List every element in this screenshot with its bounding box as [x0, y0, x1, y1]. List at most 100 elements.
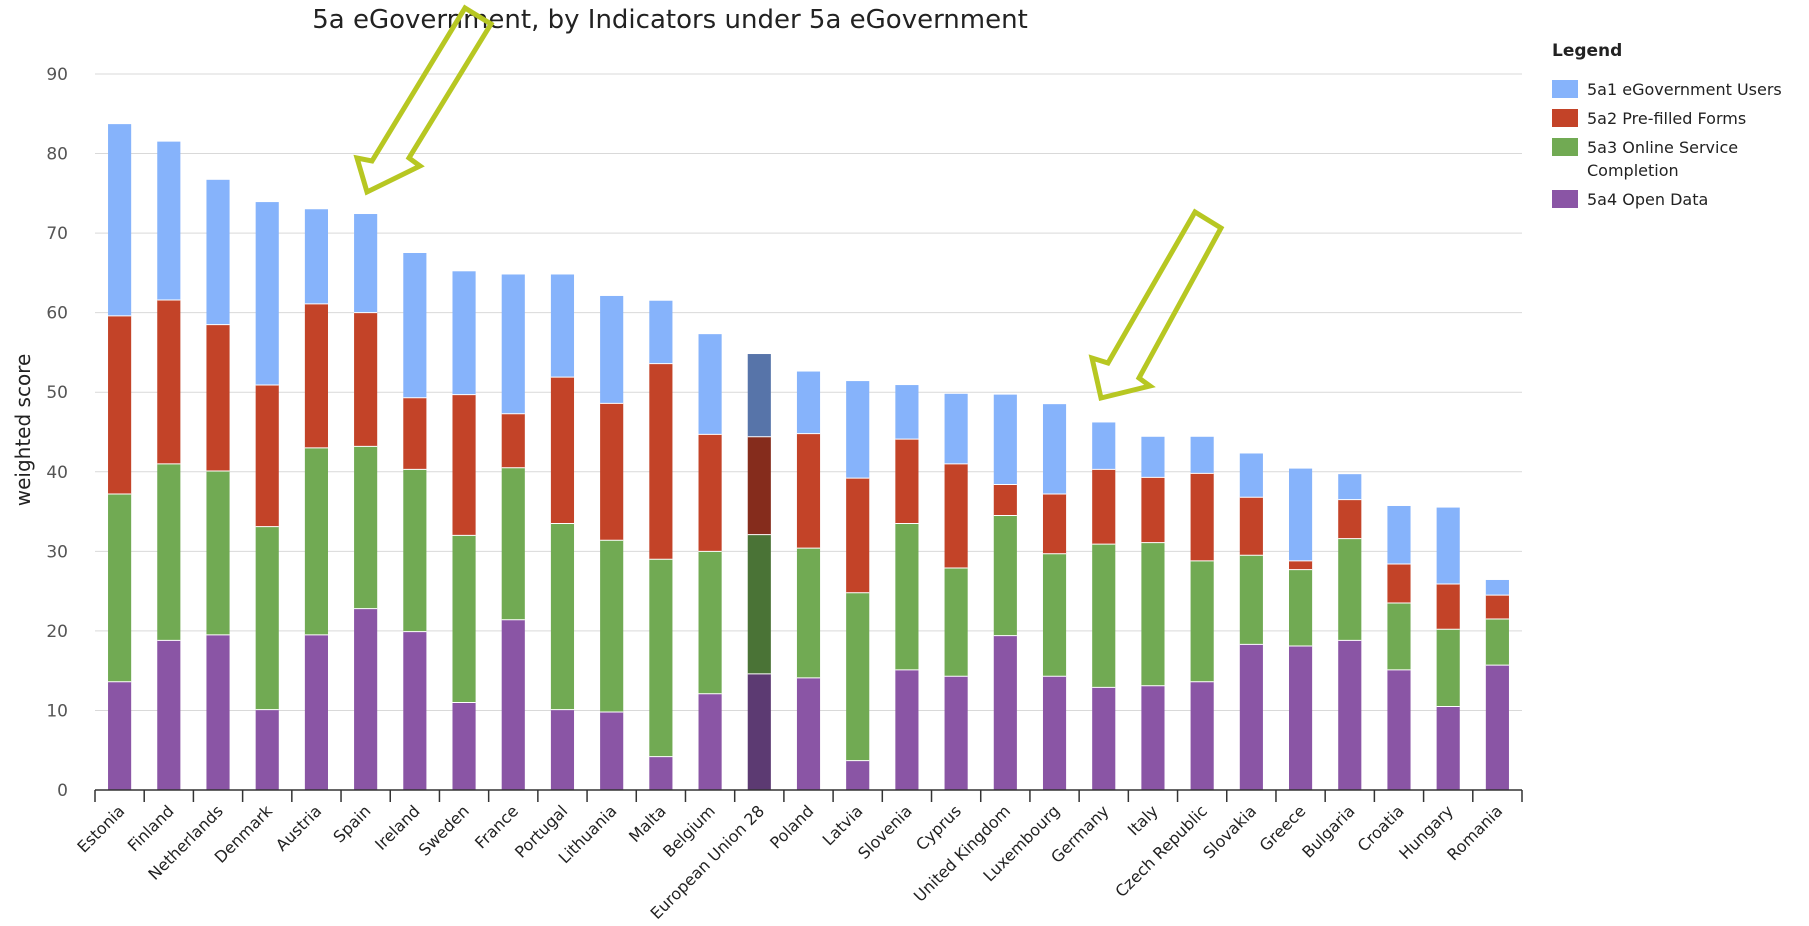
bar-segment: [1436, 583, 1460, 630]
bar-stack: [206, 179, 230, 790]
bar-segment: [108, 494, 132, 682]
y-tick-label: 20: [46, 622, 68, 642]
bar-stack: [1289, 468, 1313, 790]
bar-stack: [1436, 507, 1460, 790]
bar-segment: [452, 271, 476, 395]
bar-stack: [796, 371, 821, 790]
bar-stack: [846, 381, 870, 790]
bar-segment: [354, 214, 378, 313]
bar-stack: [452, 271, 476, 790]
bar-segment: [1141, 542, 1165, 686]
bar-segment: [501, 467, 525, 620]
bar-segment: [304, 209, 328, 304]
bar-segment: [846, 478, 870, 593]
bar-segment: [255, 385, 279, 527]
bar-segment: [1190, 473, 1214, 561]
bar-segment: [1289, 646, 1313, 790]
bar-segment: [501, 274, 525, 414]
bar-segment: [157, 141, 181, 300]
bar-segment: [1141, 477, 1165, 543]
bar-segment: [1338, 538, 1362, 641]
bar-segment: [1141, 685, 1165, 790]
legend-title: Legend: [1552, 41, 1622, 61]
bar-segment: [1436, 507, 1460, 584]
bar-segment: [1436, 629, 1460, 707]
bar-segment: [649, 363, 673, 560]
legend-label: 5a4 Open Data: [1587, 190, 1708, 209]
annotation-arrows: [353, 4, 1225, 402]
bar-stack: [993, 394, 1017, 790]
y-axis-label: weighted score: [11, 354, 35, 507]
bar-segment: [1485, 618, 1509, 666]
bar-segment: [354, 312, 378, 447]
bar-segment: [846, 760, 870, 790]
bar-segment: [944, 463, 968, 569]
bar-segment: [1042, 404, 1067, 495]
bar-segment: [1092, 422, 1116, 470]
bar-segment: [206, 634, 230, 790]
bar-segment: [1485, 579, 1509, 596]
bar-segment: [1338, 474, 1362, 500]
bar-segment: [1239, 453, 1263, 498]
bar-stack: [1387, 505, 1411, 790]
bar-segment: [108, 681, 132, 790]
bar-segment: [1485, 595, 1509, 619]
y-tick-label: 40: [46, 463, 68, 483]
bar-segment: [1092, 687, 1116, 790]
bar-segment: [403, 631, 427, 790]
bar-segment: [649, 300, 673, 364]
bar-segment: [403, 397, 427, 470]
bar-segment: [846, 381, 870, 479]
y-tick-label: 30: [46, 542, 68, 562]
x-tick-label: Latvia: [819, 801, 867, 849]
bar-segment: [550, 523, 575, 710]
bars: [108, 124, 1509, 790]
bar-segment: [1092, 469, 1116, 545]
bar-stack: [747, 354, 771, 790]
legend-label: 5a2 Pre-filled Forms: [1587, 109, 1746, 128]
x-tick-label: Estonia: [73, 801, 128, 856]
bar-segment: [993, 394, 1017, 485]
arrow-annotation-germany: [1088, 208, 1225, 402]
bar-segment: [501, 619, 525, 790]
bar-segment: [944, 568, 968, 677]
y-tick-label: 60: [46, 304, 68, 324]
legend-swatch: [1552, 190, 1578, 208]
bar-segment: [796, 371, 821, 434]
bar-segment: [1190, 436, 1214, 474]
bar-segment: [354, 608, 378, 790]
bar-segment: [895, 669, 919, 790]
bar-segment: [1387, 505, 1411, 565]
bar-stack: [1338, 474, 1362, 790]
bar-segment: [206, 324, 230, 471]
bar-segment: [550, 709, 575, 790]
bar-segment: [796, 433, 821, 549]
bar-segment: [1042, 494, 1067, 554]
bar-segment: [747, 354, 771, 437]
x-tick-label: Poland: [766, 801, 817, 852]
bar-segment: [108, 315, 132, 495]
x-tick-label: Sweden: [415, 801, 473, 859]
bar-segment: [108, 124, 132, 316]
bar-segment: [747, 673, 771, 790]
bar-segment: [993, 635, 1017, 790]
bar-segment: [1190, 681, 1214, 790]
bar-segment: [649, 756, 673, 790]
bar-segment: [501, 413, 525, 468]
bar-stack: [1092, 422, 1116, 790]
bar-segment: [403, 253, 427, 398]
bar-stack: [501, 274, 525, 790]
y-tick-label: 0: [57, 781, 68, 801]
y-tick-label: 50: [46, 383, 68, 403]
bar-stack: [1239, 453, 1263, 790]
bar-segment: [1387, 564, 1411, 604]
legend: Legend 5a1 eGovernment Users 5a2 Pre-fill…: [1552, 41, 1782, 209]
bar-segment: [452, 535, 476, 703]
bar-segment: [157, 640, 181, 790]
bar-stack: [550, 274, 575, 790]
y-tick-label: 70: [46, 224, 68, 244]
bar-segment: [1289, 560, 1313, 570]
y-tick-label: 10: [46, 701, 68, 721]
bar-segment: [1042, 676, 1067, 790]
